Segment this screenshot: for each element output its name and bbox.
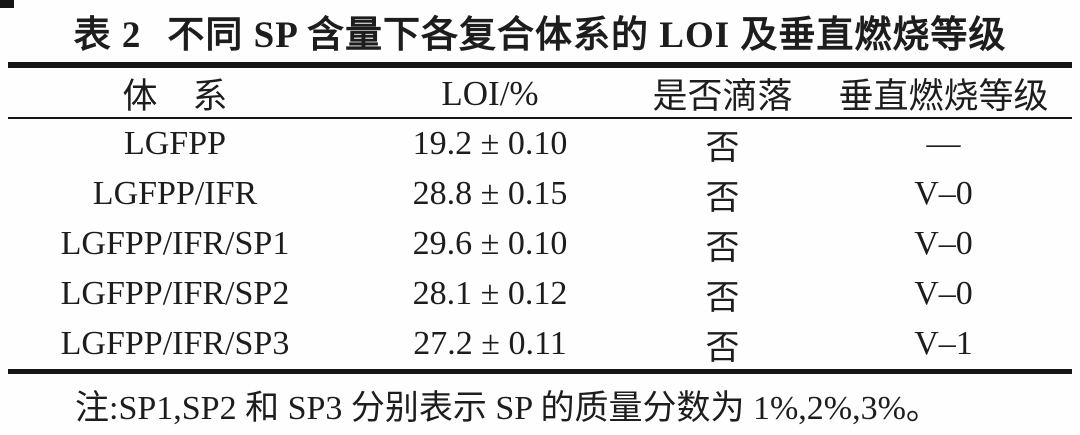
cell-system: LGFPP/IFR/SP2 <box>60 275 290 312</box>
column-header-dripping: 是否滴落 <box>652 77 793 116</box>
table-row: LGFPP/IFR/SP1 29.6 ± 0.10 否 V–0 <box>0 219 1080 269</box>
table-row: LGFPP/IFR/SP2 28.1 ± 0.12 否 V–0 <box>0 269 1080 319</box>
column-header-loi: LOI/% <box>441 73 539 113</box>
top-rule <box>8 62 1072 68</box>
cell-system: LGFPP/IFR/SP1 <box>60 225 290 262</box>
cell-loi: 27.2 ± 0.11 <box>413 325 567 362</box>
cell-loi: 28.1 ± 0.12 <box>412 275 568 312</box>
cell-rating: V–0 <box>914 275 973 312</box>
table-title: 不同 SP 含量下各复合体系的 LOI 及垂直燃烧等级 <box>167 15 1007 56</box>
cell-dripping: 否 <box>705 179 740 217</box>
bottom-rule <box>8 369 1072 374</box>
cell-rating: V–0 <box>914 175 973 212</box>
cell-system: LGFPP <box>123 125 227 162</box>
cell-rating: V–1 <box>914 325 973 362</box>
scan-artifact <box>0 0 14 8</box>
column-header-system: 体 系 <box>122 77 228 116</box>
cell-loi: 28.8 ± 0.15 <box>412 175 568 212</box>
cell-dripping: 否 <box>705 229 740 267</box>
cell-dripping: 否 <box>705 279 740 317</box>
cell-rating: V–0 <box>914 225 973 262</box>
table-label: 表 2 <box>73 15 142 56</box>
cell-system: LGFPP/IFR <box>92 175 258 212</box>
table-note: 注:SP1,SP2 和 SP3 分别表示 SP 的质量分数为 1%,2%,3%。 <box>75 390 940 427</box>
table-caption: 表 2 不同 SP 含量下各复合体系的 LOI 及垂直燃烧等级 <box>0 0 1080 62</box>
table-row: LGFPP/IFR 28.8 ± 0.15 否 V–0 <box>0 169 1080 219</box>
header-rule <box>8 117 1072 119</box>
cell-dripping: 否 <box>705 329 740 367</box>
header-row: 体 系 LOI/% 是否滴落 垂直燃烧等级 <box>0 68 1080 117</box>
cell-loi: 19.2 ± 0.10 <box>412 125 568 162</box>
cell-system: LGFPP/IFR/SP3 <box>60 325 290 362</box>
cell-dripping: 否 <box>705 129 740 167</box>
table-row: LGFPP 19.2 ± 0.10 否 — <box>0 119 1080 169</box>
column-header-rating: 垂直燃烧等级 <box>838 77 1049 116</box>
cell-rating: — <box>926 125 961 162</box>
cell-loi: 29.6 ± 0.10 <box>412 225 568 262</box>
table-row: LGFPP/IFR/SP3 27.2 ± 0.11 否 V–1 <box>0 319 1080 369</box>
